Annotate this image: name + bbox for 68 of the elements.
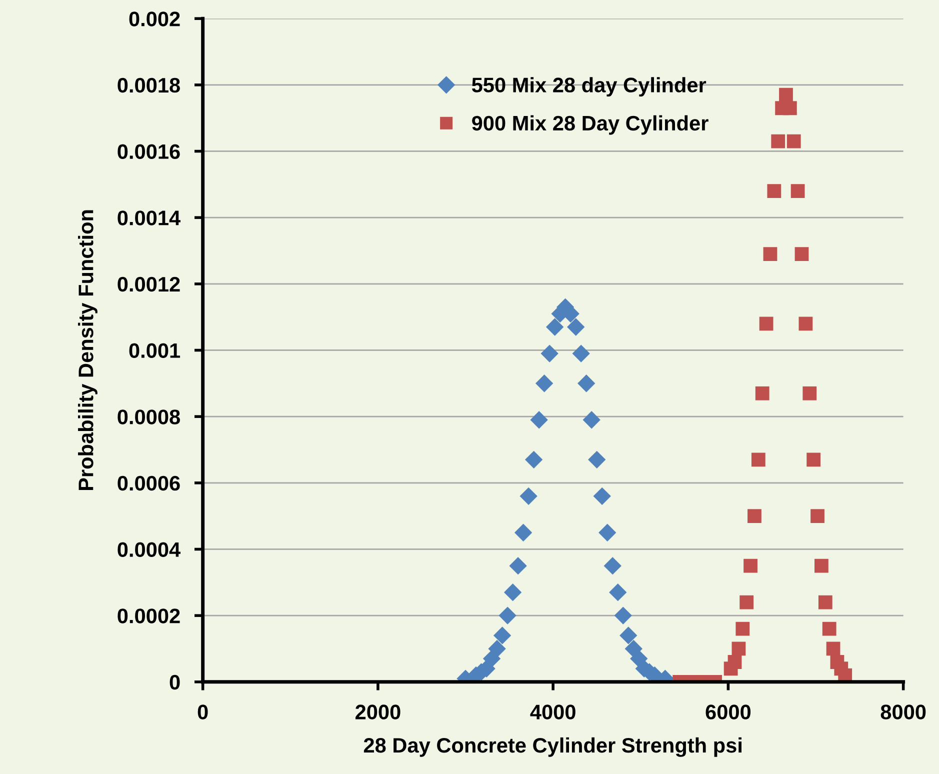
point (806, 452, 821, 467)
point (782, 101, 797, 116)
y-tick-label: 0.0004 (118, 542, 180, 557)
point (582, 411, 600, 429)
point (530, 411, 548, 429)
point (763, 247, 778, 261)
point (814, 558, 828, 573)
point (732, 642, 746, 656)
point (524, 450, 543, 469)
point (509, 556, 527, 575)
y-tick-label: 0.0006 (118, 476, 180, 491)
legend-label: 900 Mix 28 Day Cylinder (472, 115, 708, 135)
point (771, 134, 786, 148)
y-tick-label: 0.0018 (118, 78, 180, 93)
point (546, 318, 564, 336)
point (504, 584, 522, 602)
point (740, 595, 754, 610)
y-tick-label: 0.0012 (118, 276, 180, 292)
point (759, 316, 774, 331)
point (620, 626, 638, 644)
x-tick-label: 8000 (880, 704, 926, 720)
point (736, 622, 750, 636)
point (572, 344, 590, 362)
x-tick-label: 0 (198, 704, 208, 720)
point (798, 316, 813, 331)
point (578, 374, 596, 392)
point (520, 487, 538, 506)
point (822, 622, 836, 636)
point (767, 184, 782, 198)
point (514, 524, 532, 542)
point (779, 88, 793, 102)
point (609, 584, 627, 602)
point (826, 642, 840, 656)
point (535, 374, 554, 392)
x-tick-label: 6000 (706, 704, 751, 720)
point (728, 655, 742, 669)
point (744, 558, 758, 573)
point (567, 318, 585, 336)
point (810, 509, 824, 524)
point (488, 640, 506, 658)
point (802, 386, 817, 400)
point (786, 134, 801, 148)
point (755, 386, 770, 400)
point (614, 606, 632, 624)
point (818, 595, 832, 610)
point (498, 606, 516, 624)
point (604, 556, 622, 575)
point (540, 344, 558, 362)
y-tick-label: 0.0002 (118, 608, 180, 624)
point (790, 184, 805, 198)
point (751, 452, 766, 467)
legend-label: 550 Mix 28 day Cylinder (472, 77, 706, 97)
x-axis-title: 28 Day Concrete Cylinder Strength psi (364, 737, 742, 757)
y-axis-title: Probability Density Function (78, 210, 98, 490)
point (493, 626, 512, 644)
y-tick-label: 0.002 (129, 12, 180, 26)
point (598, 524, 616, 542)
x-tick-label: 2000 (356, 704, 400, 720)
y-tick-label: 0.0016 (118, 144, 180, 159)
y-tick-label: 0.0008 (118, 410, 180, 424)
y-tick-label: 0 (170, 674, 180, 690)
point (794, 247, 809, 261)
point (593, 487, 611, 506)
point (748, 509, 762, 524)
x-tick-label: 4000 (530, 704, 576, 720)
y-tick-label: 0.0014 (118, 210, 180, 226)
point (588, 450, 606, 469)
y-tick-label: 0.001 (129, 343, 180, 358)
